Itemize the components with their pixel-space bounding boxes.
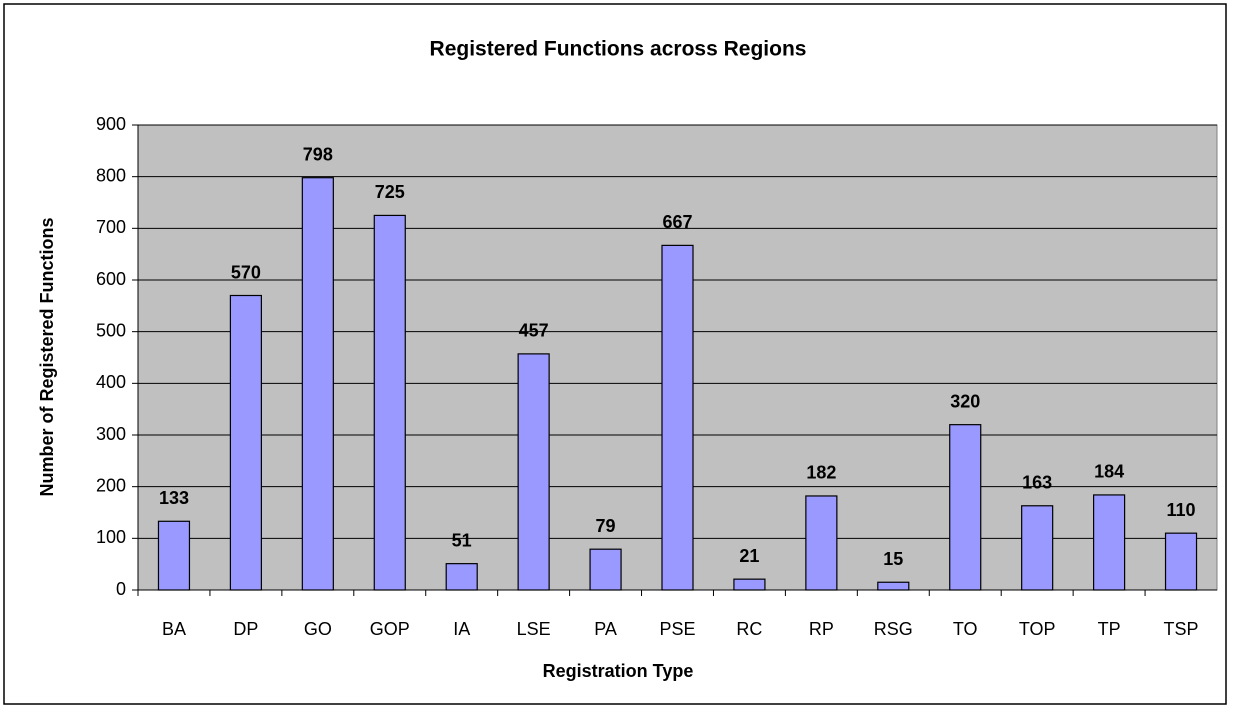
data-label: 182 (806, 463, 836, 483)
y-tick-label: 500 (96, 320, 126, 340)
x-tick-label: DP (233, 619, 258, 639)
data-label: 457 (519, 321, 549, 341)
x-tick-label: TOP (1019, 619, 1056, 639)
y-tick-label: 0 (116, 579, 126, 599)
x-tick-label: TO (953, 619, 978, 639)
x-tick-label: RSG (874, 619, 913, 639)
x-tick-label: PSE (659, 619, 695, 639)
bar (373, 214, 406, 591)
x-tick-label: RP (809, 619, 834, 639)
data-label: 51 (452, 530, 472, 550)
y-tick-label: 400 (96, 372, 126, 392)
data-label: 15 (883, 549, 903, 569)
data-label: 163 (1022, 473, 1052, 493)
bar (949, 424, 982, 591)
x-tick-label: IA (453, 619, 470, 639)
x-tick-label: GOP (370, 619, 410, 639)
data-label: 320 (950, 391, 980, 411)
y-tick-label: 800 (96, 165, 126, 185)
x-tick-label: LSE (517, 619, 551, 639)
data-label: 570 (231, 262, 261, 282)
y-tick-label: 200 (96, 475, 126, 495)
x-tick-label: PA (594, 619, 617, 639)
y-tick-label: 600 (96, 269, 126, 289)
x-axis-label: Registration Type (543, 661, 694, 681)
bar (661, 244, 694, 591)
bar (229, 294, 262, 591)
x-tick-label: TP (1098, 619, 1121, 639)
bar (1021, 505, 1054, 591)
bar (1092, 494, 1126, 591)
data-label: 184 (1094, 462, 1124, 482)
y-tick-label: 700 (96, 217, 126, 237)
y-tick-label: 300 (96, 424, 126, 444)
data-label: 133 (159, 488, 189, 508)
bar (301, 177, 334, 591)
bar (445, 563, 478, 591)
y-tick-label: 100 (96, 527, 126, 547)
y-axis-label: Number of Registered Functions (37, 217, 57, 496)
x-tick-label: GO (304, 619, 332, 639)
x-tick-label: TSP (1164, 619, 1199, 639)
data-label: 110 (1167, 500, 1196, 520)
data-label: 667 (662, 212, 692, 232)
y-tick-label: 900 (96, 114, 126, 134)
x-tick-label: RC (736, 619, 762, 639)
data-label: 725 (375, 182, 405, 202)
bar (805, 495, 838, 591)
bar (157, 520, 191, 591)
bar (1164, 532, 1198, 591)
data-label: 798 (303, 144, 333, 164)
bar (589, 548, 622, 591)
chart-title: Registered Functions across Regions (430, 38, 807, 61)
bar (517, 353, 550, 591)
x-tick-label: BA (162, 619, 186, 639)
data-label: 21 (739, 546, 759, 566)
data-label: 79 (596, 516, 616, 536)
bar (733, 578, 766, 591)
bar (877, 581, 910, 591)
